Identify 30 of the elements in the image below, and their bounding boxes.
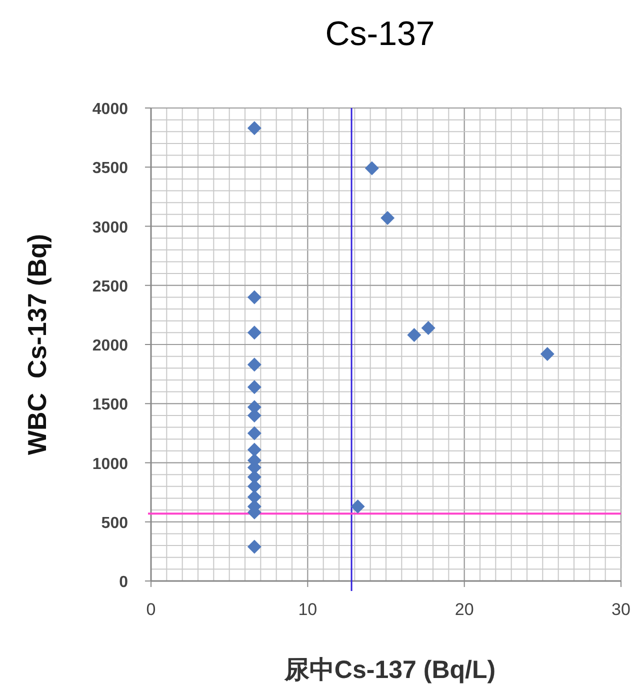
point xyxy=(421,320,436,335)
point xyxy=(364,161,379,176)
y-tick-label: 0 xyxy=(119,574,128,591)
y-tick-label: 2000 xyxy=(92,338,128,354)
y-tick-label: 1000 xyxy=(92,456,128,473)
y-tick-label: 3500 xyxy=(92,160,128,178)
y-tick-label: 3000 xyxy=(92,219,128,236)
point xyxy=(247,121,262,136)
point xyxy=(350,500,365,514)
point xyxy=(247,442,262,457)
point xyxy=(540,346,554,361)
x-tick-label: 0 xyxy=(146,600,156,619)
point xyxy=(380,210,395,225)
y-axis-title: WBC Cs-137 (Bq) xyxy=(22,234,52,456)
chart-title: Cs-137 xyxy=(325,15,435,53)
y-tick-label: 4000 xyxy=(92,101,128,118)
y-tick-label: 1500 xyxy=(92,396,128,414)
point xyxy=(247,290,262,304)
point xyxy=(247,358,262,372)
x-axis-title: 尿中Cs-137 (Bq/L) xyxy=(283,656,496,684)
y-tick-label: 2500 xyxy=(92,278,128,296)
point xyxy=(247,326,262,340)
x-tick-label: 10 xyxy=(298,600,318,619)
point xyxy=(247,540,262,554)
y-tick-label: 500 xyxy=(101,514,128,532)
x-tick-label: 20 xyxy=(454,600,474,619)
point xyxy=(247,426,262,440)
x-tick-label: 30 xyxy=(612,600,630,619)
point xyxy=(247,380,262,394)
point xyxy=(407,328,422,342)
